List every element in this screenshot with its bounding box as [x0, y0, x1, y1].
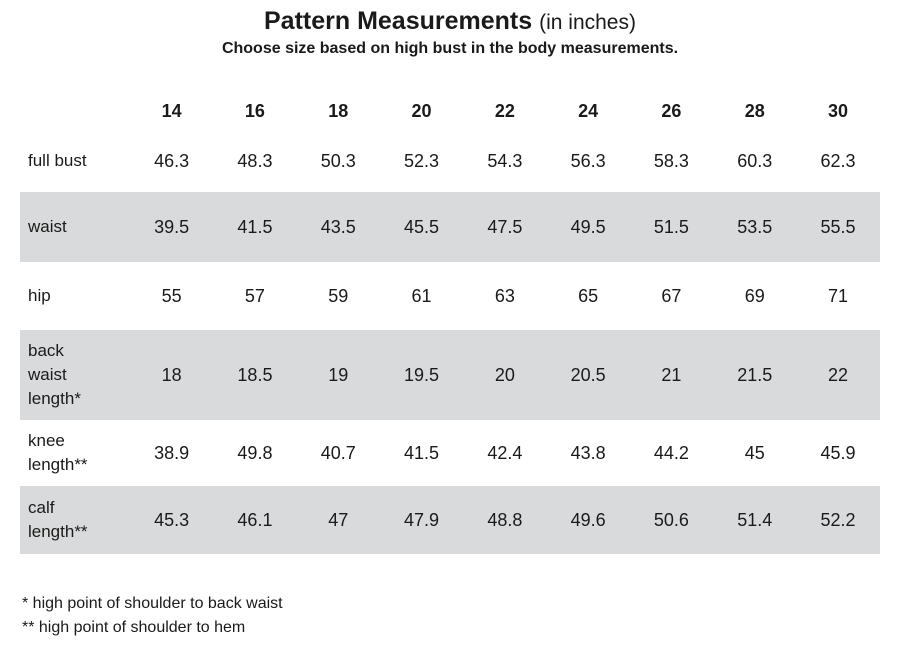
table-cell: 67: [661, 285, 682, 306]
size-header: 26: [661, 100, 682, 121]
size-header: 24: [578, 100, 599, 121]
table-cell: 49.6: [570, 509, 606, 530]
table-cell: 18: [161, 364, 182, 385]
table-cell: 48.8: [487, 509, 523, 530]
table-body: full bust 46.3 48.3 50.3 52.3 54.3 56.3 58.3 60.…: [20, 130, 880, 554]
measurements-table: 14 16 18 20 22 24 26 28 30 full bust 46.3…: [20, 92, 880, 554]
table-cell: 56.3: [570, 150, 606, 171]
table-cell: 48.3: [237, 150, 273, 171]
table-cell: 61: [411, 285, 432, 306]
table-cell: 53.5: [737, 216, 773, 237]
table-cell: 39.5: [154, 216, 190, 237]
table-cell: 44.2: [653, 442, 689, 463]
page-title: Pattern Measurements (in inches): [0, 6, 900, 38]
table-cell: 51.4: [737, 509, 773, 530]
size-header: 16: [244, 100, 265, 121]
table-cell: 38.9: [154, 442, 190, 463]
table-cell: 65: [578, 285, 599, 306]
table-cell: 46.3: [154, 150, 190, 171]
table-cell: 42.4: [487, 442, 523, 463]
footnote-back-waist: * high point of shoulder to back waist: [22, 595, 283, 612]
table-row: waist 39.5 41.5 43.5 45.5 47.5 49.5 51.5 53.5 55.…: [20, 192, 880, 262]
table-cell: 49.5: [570, 216, 606, 237]
table-cell: 21.5: [737, 364, 773, 385]
table-cell: 40.7: [320, 442, 356, 463]
table-cell: 18.5: [237, 364, 273, 385]
table-cell: 20.5: [570, 364, 606, 385]
title-main: Pattern Measurements: [264, 7, 533, 35]
size-header: 22: [494, 100, 515, 121]
table-cell: 52.3: [404, 150, 440, 171]
table-cell: 41.5: [237, 216, 273, 237]
table-cell: 20: [494, 364, 515, 385]
row-label: full bust: [28, 151, 87, 170]
table-row: hip 55 57 59 61 63 65 67 69 71: [20, 262, 880, 330]
table-cell: 54.3: [487, 150, 523, 171]
table-cell: 45: [744, 442, 765, 463]
table-row: calf length** 45.3 46.1 47 47.9 48.8 49.6 50.6 51…: [20, 486, 880, 554]
table-cell: 62.3: [820, 150, 856, 171]
page-subtitle: Choose size based on high bust in the bo…: [221, 40, 679, 57]
table-cell: 47: [328, 509, 349, 530]
table-cell: 47.9: [404, 509, 440, 530]
table-cell: 63: [494, 285, 515, 306]
table-cell: 49.8: [237, 442, 273, 463]
footnote-hem: ** high point of shoulder to hem: [22, 619, 246, 636]
table-cell: 51.5: [653, 216, 689, 237]
table-cell: 46.1: [237, 509, 273, 530]
table-cell: 69: [744, 285, 765, 306]
size-header: 18: [328, 100, 349, 121]
table-cell: 43.8: [570, 442, 606, 463]
row-label: waist: [28, 217, 67, 236]
table-cell: 50.3: [320, 150, 356, 171]
table-cell: 55: [161, 285, 182, 306]
table-cell: 41.5: [404, 442, 440, 463]
size-header: 20: [411, 100, 432, 121]
size-header: 28: [744, 100, 765, 121]
table-cell: 50.6: [653, 509, 689, 530]
table-cell: 57: [244, 285, 265, 306]
table-cell: 47.5: [487, 216, 523, 237]
size-header: 14: [161, 100, 182, 121]
table-cell: 45.5: [404, 216, 440, 237]
row-label: knee length**: [28, 431, 88, 474]
row-label: hip: [28, 286, 51, 305]
table-cell: 19: [328, 364, 349, 385]
size-header: 30: [828, 100, 849, 121]
table-row: back waist length* 18 18.5 19 19.5 20 20.5 21 21.5…: [20, 330, 880, 420]
table-row: knee length** 38.9 49.8 40.7 41.5 42.4 43.8 44.2…: [20, 420, 880, 486]
table-row: full bust 46.3 48.3 50.3 52.3 54.3 56.3 58.3 60.…: [20, 130, 880, 192]
table-cell: 22: [828, 364, 849, 385]
table-cell: 60.3: [737, 150, 773, 171]
footnotes: * high point of shoulder to back waist *…: [22, 592, 283, 640]
table-cell: 21: [661, 364, 682, 385]
table-cell: 52.2: [820, 509, 856, 530]
table-cell: 45.3: [154, 509, 190, 530]
size-header-row: 14 16 18 20 22 24 26 28 30: [20, 92, 880, 130]
table-cell: 45.9: [820, 442, 856, 463]
table-cell: 19.5: [404, 364, 440, 385]
table-cell: 55.5: [820, 216, 856, 237]
table-cell: 58.3: [653, 150, 689, 171]
table-cell: 71: [828, 285, 849, 306]
table-cell: 43.5: [320, 216, 356, 237]
row-label: calf length**: [28, 498, 88, 541]
title-unit: (in inches): [539, 11, 636, 34]
table-cell: 59: [328, 285, 349, 306]
row-label: back waist length*: [28, 341, 81, 408]
